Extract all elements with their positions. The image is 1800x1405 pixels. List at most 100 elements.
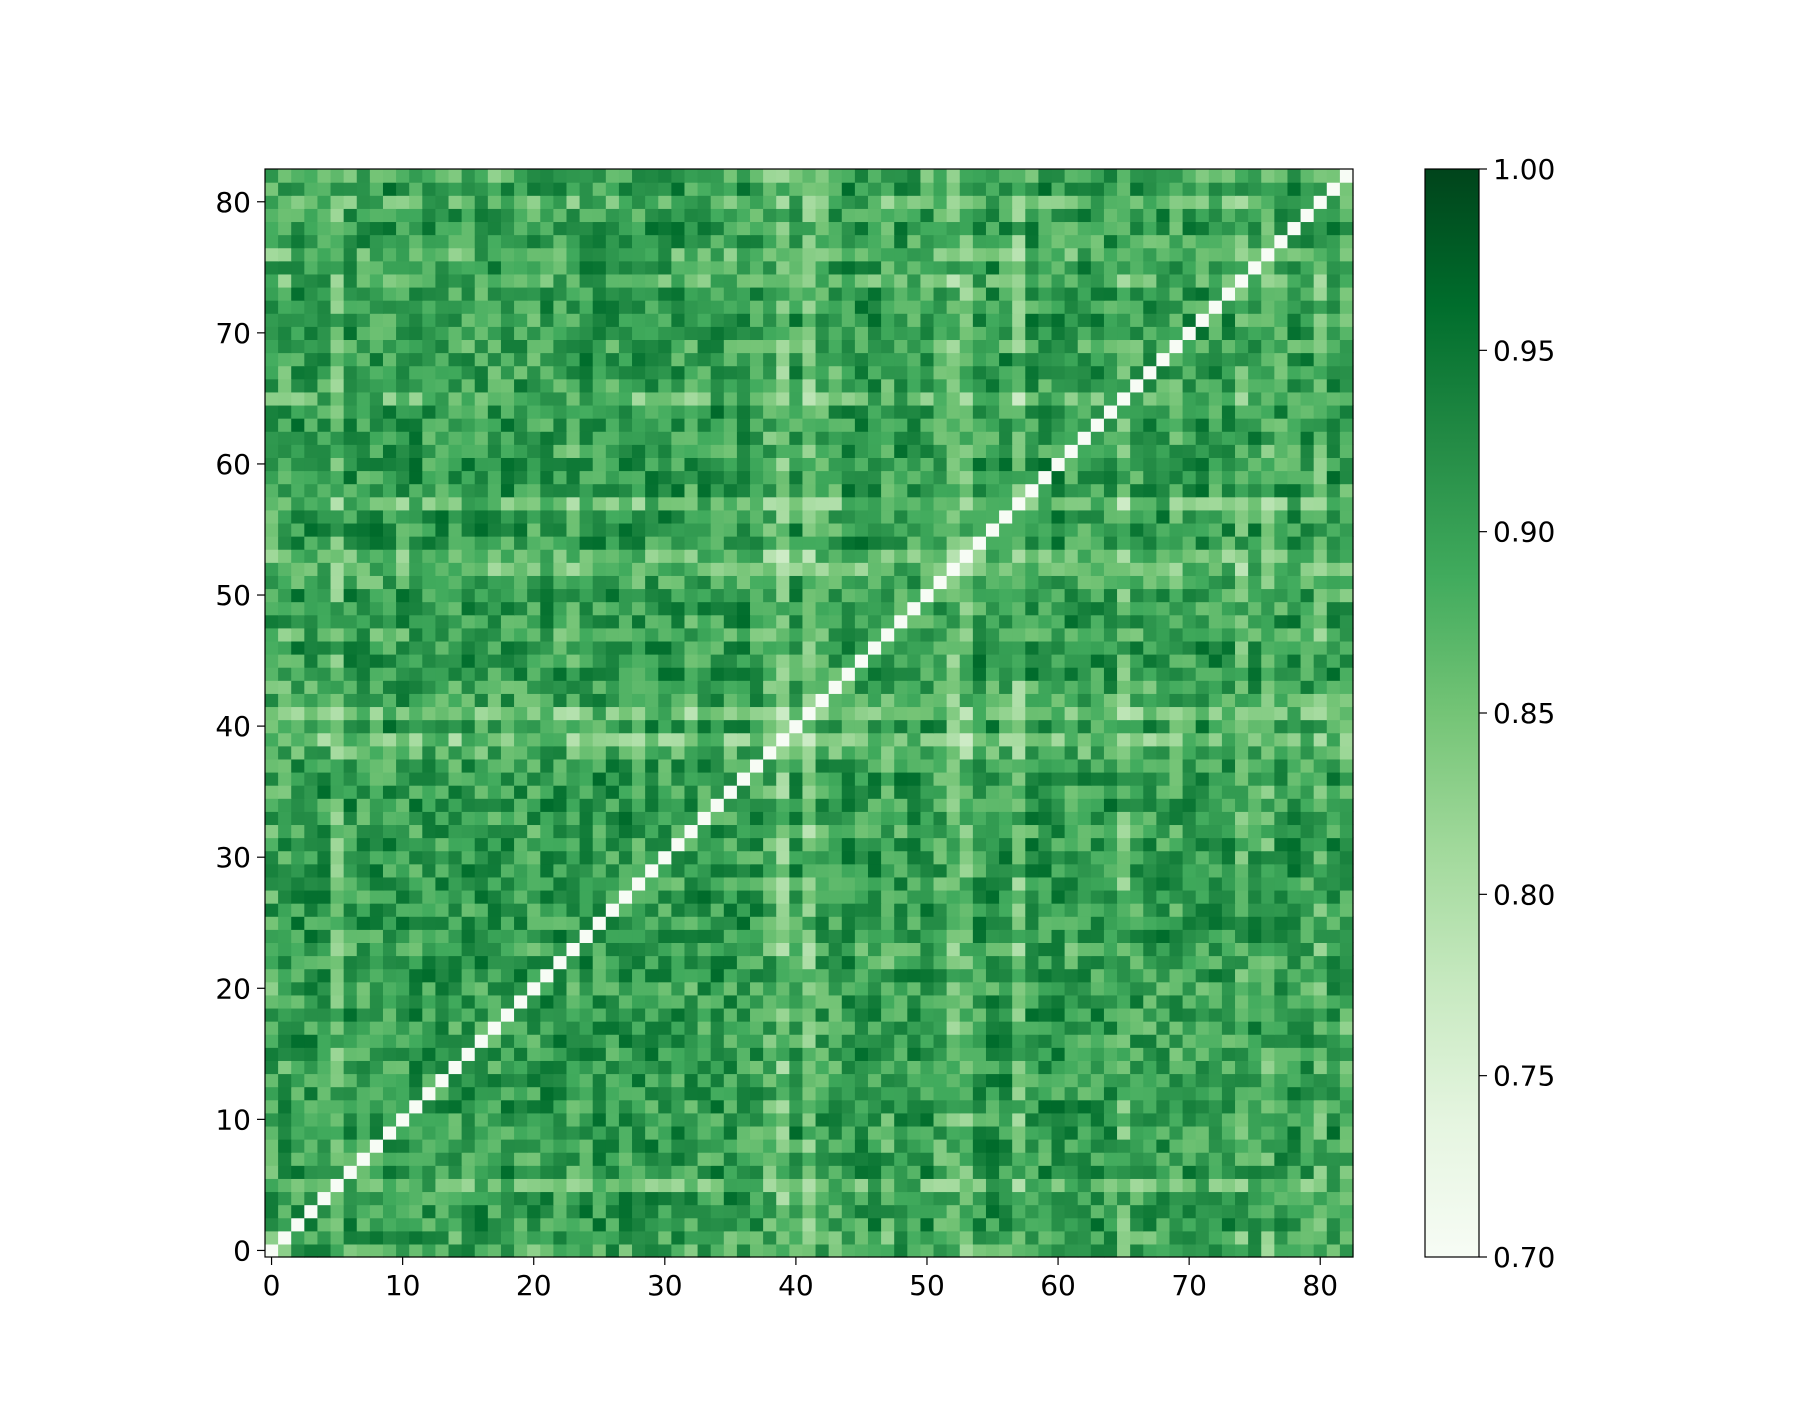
heatmap-cell (789, 627, 804, 642)
heatmap-cell (487, 1230, 502, 1245)
heatmap-cell (972, 1099, 987, 1114)
heatmap-cell (894, 1152, 908, 1166)
heatmap-cell (1339, 588, 1354, 603)
heatmap-cell (723, 1047, 738, 1061)
heatmap-cell (448, 483, 463, 498)
heatmap-cell (527, 1125, 541, 1140)
heatmap-cell (658, 1204, 672, 1219)
heatmap-cell (985, 706, 1000, 721)
heatmap-cell (1090, 470, 1105, 485)
heatmap-cell (500, 509, 515, 524)
heatmap-cell (723, 601, 738, 616)
heatmap-cell (985, 798, 1000, 812)
heatmap-cell (1326, 929, 1341, 943)
heatmap-cell (330, 929, 345, 943)
heatmap-cell (881, 1047, 895, 1061)
heatmap-cell (658, 1047, 672, 1061)
heatmap-cell (396, 1204, 410, 1219)
heatmap-cell (1300, 758, 1315, 773)
heatmap-cell (815, 680, 830, 694)
heatmap-cell (1182, 575, 1197, 590)
heatmap-cell (854, 1204, 869, 1219)
heatmap-cell (907, 1230, 922, 1245)
heatmap-cell (553, 549, 568, 563)
heatmap-cell (278, 1007, 292, 1022)
heatmap-cell (841, 614, 856, 629)
heatmap-cell (841, 968, 856, 983)
heatmap-cell (553, 575, 568, 590)
heatmap-cell (317, 1204, 332, 1219)
heatmap-cell (802, 1007, 817, 1022)
heatmap-cell (802, 549, 817, 563)
heatmap-cell (1143, 1243, 1157, 1258)
heatmap-cell (553, 693, 568, 708)
heatmap-cell (946, 693, 961, 708)
heatmap-cell (1261, 850, 1275, 865)
heatmap-cell (894, 562, 908, 576)
heatmap-cell (1117, 1060, 1131, 1075)
heatmap-cell (382, 955, 397, 970)
heatmap-cell (985, 719, 1000, 734)
heatmap-cell (422, 771, 437, 786)
heatmap-cell (487, 1007, 502, 1022)
heatmap-cell (710, 798, 725, 812)
heatmap-cell (487, 1217, 502, 1232)
heatmap-cell (291, 1007, 305, 1022)
heatmap-cell (959, 1086, 974, 1101)
heatmap-cell (828, 1086, 843, 1101)
heatmap-cell (1287, 1230, 1302, 1245)
heatmap-cell (382, 1217, 397, 1232)
heatmap-cell (1169, 785, 1184, 799)
heatmap-cell (1235, 889, 1249, 904)
heatmap-cell (1248, 968, 1262, 983)
heatmap-cell (592, 1021, 607, 1035)
heatmap-cell (907, 614, 922, 629)
heatmap-cell (1156, 1165, 1171, 1179)
heatmap-cell (566, 1139, 581, 1153)
heatmap-cell (409, 850, 423, 865)
heatmap-cell (854, 968, 869, 983)
heatmap-cell (736, 837, 751, 852)
heatmap-cell (448, 1112, 463, 1127)
heatmap-cell (1064, 758, 1079, 773)
heatmap-cell (566, 575, 581, 590)
heatmap-cell (330, 850, 345, 865)
heatmap-cell (828, 601, 843, 616)
heatmap-cell (500, 575, 515, 590)
heatmap-cell (553, 601, 568, 616)
heatmap-cell (867, 509, 882, 524)
heatmap-cell (1274, 811, 1289, 826)
heatmap-cell (1326, 785, 1341, 799)
heatmap-cell (618, 509, 633, 524)
heatmap-cell (1077, 1112, 1092, 1127)
heatmap-cell (815, 1204, 830, 1219)
heatmap-cell (1169, 1099, 1184, 1114)
heatmap-cell (1182, 470, 1197, 485)
heatmap-cell (1182, 1230, 1197, 1245)
heatmap-cell (1143, 1099, 1157, 1114)
heatmap-cell (448, 1073, 463, 1088)
heatmap-cell (697, 1178, 712, 1193)
heatmap-cell (1090, 876, 1105, 891)
heatmap-cell (710, 1152, 725, 1166)
heatmap-cell (592, 483, 607, 498)
heatmap-cell (527, 955, 541, 970)
heatmap-cell (985, 1191, 1000, 1206)
heatmap-cell (291, 1191, 305, 1206)
heatmap-cell (1038, 1217, 1053, 1232)
heatmap-cell (461, 916, 476, 930)
heatmap-cell (763, 496, 777, 511)
heatmap-cell (1248, 693, 1262, 708)
heatmap-cell (278, 1060, 292, 1075)
heatmap-cell (265, 1047, 279, 1061)
heatmap-cell (618, 549, 633, 563)
heatmap-cell (304, 509, 319, 524)
heatmap-cell (527, 863, 541, 878)
heatmap-cell (1090, 614, 1105, 629)
heatmap-cell (422, 876, 437, 891)
heatmap-cell (527, 824, 541, 839)
heatmap-cell (540, 719, 554, 734)
heatmap-cell (723, 732, 738, 747)
heatmap-cell (881, 719, 895, 734)
heatmap-cell (1248, 981, 1262, 996)
